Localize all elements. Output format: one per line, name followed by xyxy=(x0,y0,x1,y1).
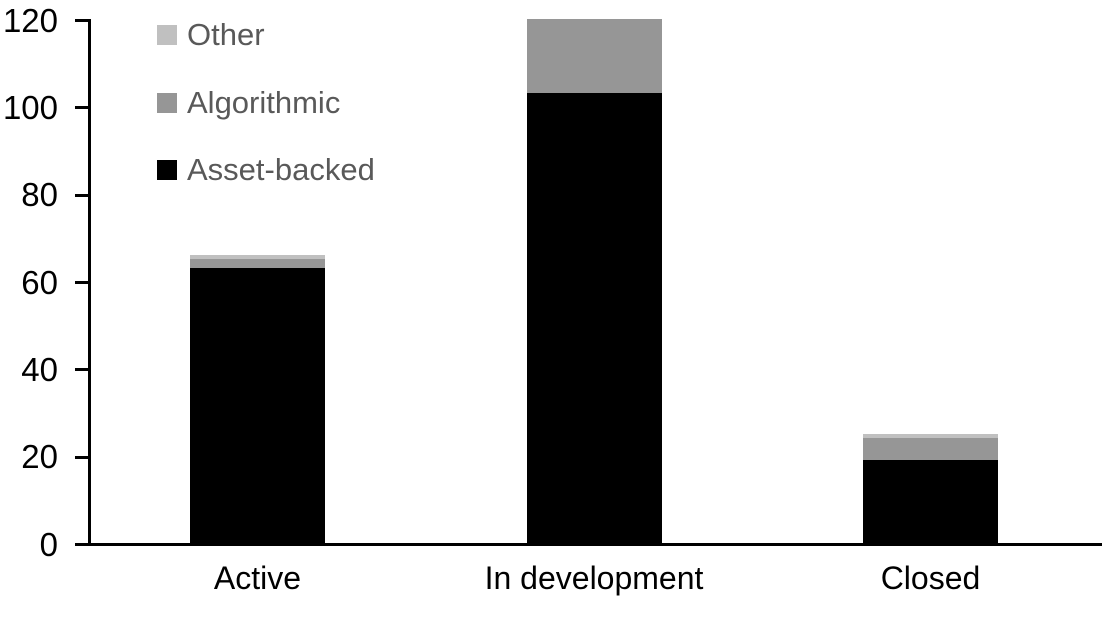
bar-segment-other-active xyxy=(190,254,325,260)
x-category-label-active: Active xyxy=(213,560,302,596)
legend-swatch-asset-backed xyxy=(157,160,177,180)
y-tick-label-0: 0 xyxy=(39,525,58,563)
y-tick-mark-120 xyxy=(75,19,88,22)
legend-item-algorithmic: Algorithmic xyxy=(157,85,341,120)
bar-segment-asset-backed-in-development xyxy=(526,93,662,543)
legend-label-algorithmic: Algorithmic xyxy=(187,85,341,120)
x-axis-line xyxy=(88,543,1102,546)
x-category-label-in-development: In development xyxy=(484,560,704,596)
legend-label-asset-backed: Asset-backed xyxy=(187,152,375,187)
bar-segment-algorithmic-active xyxy=(190,259,325,268)
y-tick-label-60: 60 xyxy=(21,263,58,301)
legend-item-asset-backed: Asset-backed xyxy=(157,152,375,187)
y-tick-mark-80 xyxy=(75,193,88,197)
legend-item-other: Other xyxy=(157,17,265,52)
y-tick-mark-40 xyxy=(75,368,88,372)
y-tick-label-20: 20 xyxy=(21,438,58,476)
bar-segment-asset-backed-closed xyxy=(863,460,998,543)
bar-segment-asset-backed-active xyxy=(190,267,325,543)
y-tick-mark-60 xyxy=(75,281,88,284)
legend-swatch-other xyxy=(157,25,177,45)
bar-segment-algorithmic-in-development xyxy=(526,19,662,94)
bar-segment-algorithmic-closed xyxy=(863,438,998,461)
y-tick-label-80: 80 xyxy=(21,176,58,214)
y-tick-mark-100 xyxy=(75,106,88,110)
y-axis-line xyxy=(88,19,91,546)
x-category-label-closed: Closed xyxy=(880,560,981,596)
y-tick-mark-0 xyxy=(75,543,88,546)
legend-swatch-algorithmic xyxy=(157,93,177,113)
y-tick-label-100: 100 xyxy=(2,88,58,126)
y-tick-label-120: 120 xyxy=(2,1,58,39)
legend-label-other: Other xyxy=(187,17,265,52)
bar-segment-other-closed xyxy=(863,433,998,439)
y-tick-label-40: 40 xyxy=(21,350,58,388)
y-tick-mark-20 xyxy=(75,455,88,459)
